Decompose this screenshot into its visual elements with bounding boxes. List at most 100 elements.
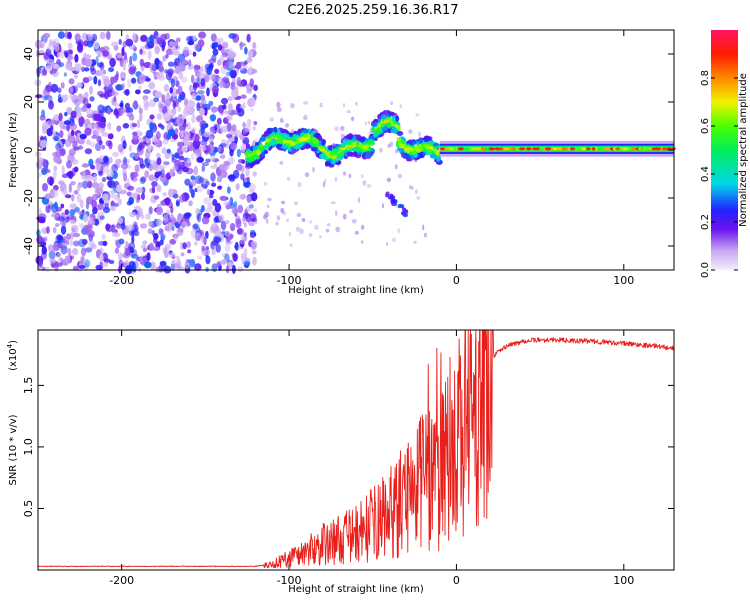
noise-speckle [70, 129, 75, 136]
noise-speckle [191, 93, 197, 100]
noise-speckle [175, 65, 181, 75]
noise-speckle [69, 209, 76, 216]
noise-speckle [101, 177, 107, 183]
noise-speckle [56, 51, 62, 58]
transition-speckle [422, 152, 426, 156]
noise-speckle [63, 72, 67, 77]
noise-speckle [176, 227, 184, 237]
noise-speckle [231, 126, 235, 131]
carrier-speckle [581, 147, 587, 151]
noise-speckle [70, 231, 75, 239]
noise-speckle [210, 164, 218, 170]
noise-speckle [102, 193, 109, 202]
noise-speckle [102, 240, 108, 247]
noise-speckle [64, 52, 69, 58]
noise-speckle [151, 181, 158, 187]
carrier-speckle [656, 147, 662, 151]
noise-speckle [48, 81, 52, 91]
noise-speckle [155, 131, 161, 140]
noise-speckle [423, 232, 427, 238]
noise-speckle [286, 218, 289, 223]
noise-speckle [132, 102, 137, 109]
carrier-speckle [465, 147, 470, 151]
noise-speckle [246, 118, 252, 126]
noise-speckle [408, 129, 413, 135]
noise-speckle [110, 76, 115, 85]
noise-speckle [148, 174, 155, 181]
noise-speckle [227, 200, 231, 209]
noise-speckle [219, 80, 226, 88]
transition-speckle [256, 149, 262, 155]
tail-speckle [389, 195, 394, 200]
noise-speckle [220, 110, 224, 116]
carrier-speckle [440, 147, 445, 151]
noise-speckle [181, 115, 186, 120]
noise-speckle [180, 252, 185, 257]
noise-speckle [211, 182, 217, 187]
noise-speckle [169, 214, 175, 221]
noise-speckle [413, 240, 417, 244]
noise-speckle [66, 160, 72, 169]
noise-speckle [93, 123, 98, 131]
noise-speckle [89, 96, 95, 102]
noise-speckle [66, 233, 71, 240]
noise-speckle [208, 62, 214, 69]
noise-speckle [58, 112, 63, 122]
noise-speckle [397, 228, 401, 234]
noise-speckle [220, 154, 225, 160]
noise-speckle [249, 78, 255, 88]
noise-speckle [76, 43, 84, 53]
spectrogram-x-axis-label: Height of straight line (km) [288, 285, 424, 296]
noise-speckle [220, 125, 228, 133]
noise-speckle [124, 88, 130, 96]
snr-scale-suffix: ) [8, 340, 19, 344]
noise-speckle [134, 205, 141, 211]
noise-speckle [243, 261, 251, 266]
noise-speckle [59, 120, 64, 130]
noise-speckle [151, 185, 156, 194]
noise-speckle [164, 197, 171, 206]
snr-x-tick-label: -100 [277, 574, 302, 587]
noise-speckle [81, 66, 85, 73]
noise-speckle [417, 131, 422, 138]
noise-speckle [46, 226, 50, 234]
noise-speckle [212, 85, 219, 95]
noise-speckle [198, 145, 207, 152]
transition-speckle [334, 158, 339, 162]
transition-speckle [354, 147, 362, 152]
noise-speckle [148, 220, 153, 227]
noise-speckle [53, 201, 58, 209]
noise-speckle [103, 258, 111, 263]
noise-speckle [128, 66, 136, 75]
noise-speckle [96, 62, 104, 68]
noise-speckle [129, 211, 137, 218]
tail-speckle [385, 191, 390, 196]
noise-speckle [200, 94, 205, 101]
noise-speckle [153, 233, 159, 240]
noise-speckle [144, 77, 151, 82]
noise-speckle [236, 148, 241, 158]
noise-speckle [70, 194, 75, 202]
noise-speckle [69, 237, 73, 247]
noise-speckle [110, 200, 115, 208]
noise-speckle [237, 266, 244, 273]
noise-speckle [47, 119, 55, 126]
noise-speckle [147, 50, 152, 60]
noise-speckle [205, 207, 213, 214]
noise-speckle [379, 147, 383, 153]
noise-speckle [387, 143, 392, 149]
noise-speckle [242, 128, 247, 135]
noise-speckle [227, 174, 236, 180]
transition-speckle [321, 139, 326, 146]
noise-speckle [186, 241, 191, 248]
noise-speckle [181, 146, 188, 153]
transition-speckle [351, 137, 357, 141]
noise-speckle [319, 102, 323, 108]
noise-speckle [182, 108, 187, 117]
carrier-speckle [645, 147, 651, 151]
transition-speckle [265, 142, 269, 146]
noise-speckle [47, 43, 56, 51]
noise-speckle [200, 235, 208, 244]
noise-speckle [45, 169, 51, 174]
transition-speckle [261, 137, 265, 141]
